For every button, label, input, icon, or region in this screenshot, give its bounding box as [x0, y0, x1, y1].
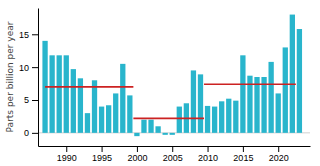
plot-area: 1990 1995 2000 2005 2010 2015 2020 0 5 10 15	[19, 9, 311, 164]
x-tick-label: 2000	[127, 153, 147, 163]
x-tick-label: 2015	[233, 153, 253, 163]
x-tick: 1990	[57, 146, 77, 163]
bar	[219, 101, 224, 133]
chart: 1990 1995 2000 2005 2010 2015 2020 0 5 10 15 Parts …	[0, 0, 320, 166]
bars	[42, 15, 302, 137]
x-tick-mark	[66, 146, 67, 152]
bar	[290, 15, 295, 133]
bar	[141, 120, 146, 133]
bar	[170, 133, 175, 135]
bar	[64, 55, 69, 133]
x-domain	[39, 146, 311, 147]
y-tick: 15	[19, 30, 38, 40]
mean-line	[45, 86, 133, 88]
bar	[198, 74, 203, 132]
bar	[127, 95, 132, 132]
x-tick-mark	[102, 146, 103, 152]
bar	[297, 29, 302, 133]
y-domain	[38, 9, 39, 147]
bar	[240, 55, 245, 133]
bar	[276, 93, 281, 132]
bar	[134, 133, 139, 136]
bar	[92, 80, 97, 133]
bar	[106, 105, 111, 133]
bar	[113, 93, 118, 132]
bar	[177, 107, 182, 133]
x-tick: 2005	[163, 146, 183, 163]
mean-line	[204, 83, 296, 85]
bar	[120, 64, 125, 133]
x-tick-mark	[208, 146, 209, 152]
bar	[155, 126, 160, 133]
y-tick: 5	[24, 95, 38, 105]
x-tick-mark	[172, 146, 173, 152]
y-axis: 0 5 10 15	[19, 9, 39, 147]
x-tick-label: 2005	[163, 153, 183, 163]
x-tick: 2020	[269, 146, 289, 163]
x-axis: 1990 1995 2000 2005 2010 2015 2020	[39, 146, 311, 163]
x-tick-label: 2020	[269, 153, 289, 163]
y-tick: 0	[24, 128, 38, 138]
y-tick-label: 5	[24, 95, 29, 105]
bar	[191, 70, 196, 132]
mean-lines	[45, 84, 296, 118]
y-tick: 10	[19, 63, 38, 73]
bar	[261, 77, 266, 133]
bar	[226, 99, 231, 133]
bar	[148, 120, 153, 133]
bar	[71, 69, 76, 133]
x-tick-mark	[278, 146, 279, 152]
mean-line	[133, 118, 204, 120]
y-tick-label: 0	[24, 128, 29, 138]
y-tick-mark	[32, 133, 38, 134]
x-tick-label: 1995	[92, 153, 112, 163]
y-axis-title: Parts per billion per year	[5, 21, 15, 132]
bar	[205, 106, 210, 133]
marks	[38, 15, 310, 137]
bar	[268, 62, 273, 133]
y-tick-label: 15	[19, 30, 29, 40]
bar	[85, 113, 90, 133]
bar	[212, 107, 217, 133]
bar	[99, 107, 104, 133]
y-tick-label: 10	[19, 63, 29, 73]
x-tick: 2015	[233, 146, 253, 163]
x-tick-label: 1990	[57, 153, 77, 163]
x-tick-label: 2010	[198, 153, 218, 163]
x-tick: 1995	[92, 146, 112, 163]
x-tick: 2010	[198, 146, 218, 163]
bar	[163, 133, 168, 135]
bar	[49, 55, 54, 133]
bar	[57, 55, 62, 133]
bar	[254, 77, 259, 133]
bar	[283, 47, 288, 132]
y-tick-mark	[32, 34, 38, 35]
bar	[233, 101, 238, 133]
x-tick-mark	[137, 146, 138, 152]
y-tick-mark	[32, 100, 38, 101]
x-tick: 2000	[127, 146, 147, 163]
y-tick-mark	[32, 67, 38, 68]
x-tick-mark	[243, 146, 244, 152]
